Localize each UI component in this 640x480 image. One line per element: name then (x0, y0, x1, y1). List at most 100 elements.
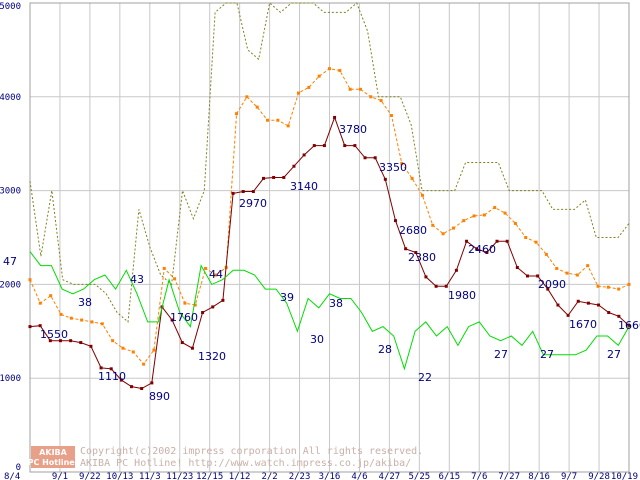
data-label: 1670 (569, 318, 597, 331)
series-average-point (235, 112, 239, 116)
series-average-point (297, 91, 301, 95)
y-tick-label: 1000 (0, 374, 21, 384)
series-average-point (513, 221, 517, 225)
logo-bottom-text: PC Hotline! (28, 458, 79, 467)
x-tick-label: 8/16 (528, 472, 550, 480)
series-average-point (69, 316, 73, 320)
series-average-point (534, 240, 538, 244)
series-average-point (606, 285, 610, 289)
series-low-point (231, 191, 235, 195)
data-label: 27 (607, 348, 621, 361)
series-low-point (597, 303, 601, 307)
data-label: 27 (540, 348, 554, 361)
series-low-point (333, 115, 337, 119)
series-average-point (255, 105, 259, 109)
series-average-point (627, 282, 631, 286)
x-tick-label: 11/3 (139, 472, 161, 480)
x-tick-label: 9/1 (52, 472, 68, 480)
series-low-point (546, 287, 550, 291)
x-tick-label: 11/23 (166, 472, 193, 480)
series-low-point (272, 175, 276, 179)
series-low-point (363, 156, 367, 160)
series-average-point (555, 266, 559, 270)
data-label: 28 (378, 343, 392, 356)
data-label: 1550 (40, 328, 68, 341)
y-tick-label: 4000 (0, 93, 21, 103)
series-average-point (369, 95, 373, 99)
series-low-point (99, 366, 103, 370)
series-low-point (383, 177, 387, 181)
series-low-point (343, 144, 347, 148)
series-average-point (462, 219, 466, 223)
series-average-point (472, 214, 476, 218)
grid (29, 2, 630, 473)
series-average-point (482, 213, 486, 217)
data-label: 1320 (198, 350, 226, 363)
series-low-point (211, 305, 215, 309)
series-average-point (317, 74, 321, 78)
series-low-point (536, 274, 540, 278)
x-tick-label: 10/13 (106, 472, 133, 480)
series-low-point (58, 339, 62, 343)
series-average-point (358, 87, 362, 91)
series-average-point (493, 205, 497, 209)
copyright-line: Copyright(c)2002 impress corporation All… (80, 446, 423, 457)
y-tick-label: 2000 (0, 280, 21, 290)
y-axis-ticks: 0 1000 2000 3000 4000 5000 (0, 2, 21, 473)
series-low-point (48, 339, 52, 343)
series-average-point (410, 176, 414, 180)
series-low-point (566, 313, 570, 317)
series-average-point (565, 271, 569, 275)
series-low-point (221, 298, 225, 302)
series-average-point (338, 69, 342, 73)
x-tick-label: 6/15 (438, 472, 460, 480)
data-label: 43 (130, 273, 144, 286)
y-tick-label: 5000 (0, 2, 21, 12)
series-low-point (130, 385, 134, 389)
series-low-point (607, 311, 611, 315)
series-low-point (515, 266, 519, 270)
x-tick-label: 2/23 (289, 472, 311, 480)
series-average-point (286, 124, 290, 128)
series-average-point (348, 87, 352, 91)
series-average-point (193, 303, 197, 307)
data-label: 1760 (170, 311, 198, 324)
series-low-point (79, 341, 83, 345)
logo-top-text: AKIBA (39, 448, 67, 457)
series-count-line (29, 251, 630, 371)
series-average-point (204, 266, 208, 270)
series-average-point (90, 320, 94, 324)
series-low-point (424, 275, 428, 279)
series-average-point (28, 278, 32, 282)
series-low-point (475, 247, 479, 251)
series-low-point (525, 274, 529, 278)
series-average-point (131, 350, 135, 354)
x-tick-label: 3/16 (319, 472, 341, 480)
series-average-point (183, 301, 187, 305)
series-average-point (431, 223, 435, 227)
series-low-point (404, 247, 408, 251)
series-low-point (28, 325, 32, 329)
series-average-point (617, 287, 621, 291)
series-low-point (312, 144, 316, 148)
series-low-point (38, 324, 42, 328)
series-low-point (393, 219, 397, 223)
series-average-point (441, 232, 445, 236)
series-average-point (451, 226, 455, 230)
series-low-point (251, 190, 255, 194)
data-label: 30 (310, 333, 324, 346)
series-low-point (241, 190, 245, 194)
series-low-point (302, 153, 306, 157)
x-tick-label: 4/27 (379, 472, 401, 480)
data-label: 38 (329, 297, 343, 310)
series-average-point (214, 273, 218, 277)
series-low-point (322, 144, 326, 148)
x-tick-label: 12/15 (196, 472, 223, 480)
series-low-point (353, 144, 357, 148)
data-label: 2680 (399, 224, 427, 237)
series-average-point (142, 362, 146, 366)
hotline-url-line: AKIBA PC Hotline! http://www.watch.impre… (80, 458, 411, 469)
series-average-point (389, 114, 393, 118)
data-label: 3350 (379, 161, 407, 174)
series-low-line (29, 115, 630, 390)
